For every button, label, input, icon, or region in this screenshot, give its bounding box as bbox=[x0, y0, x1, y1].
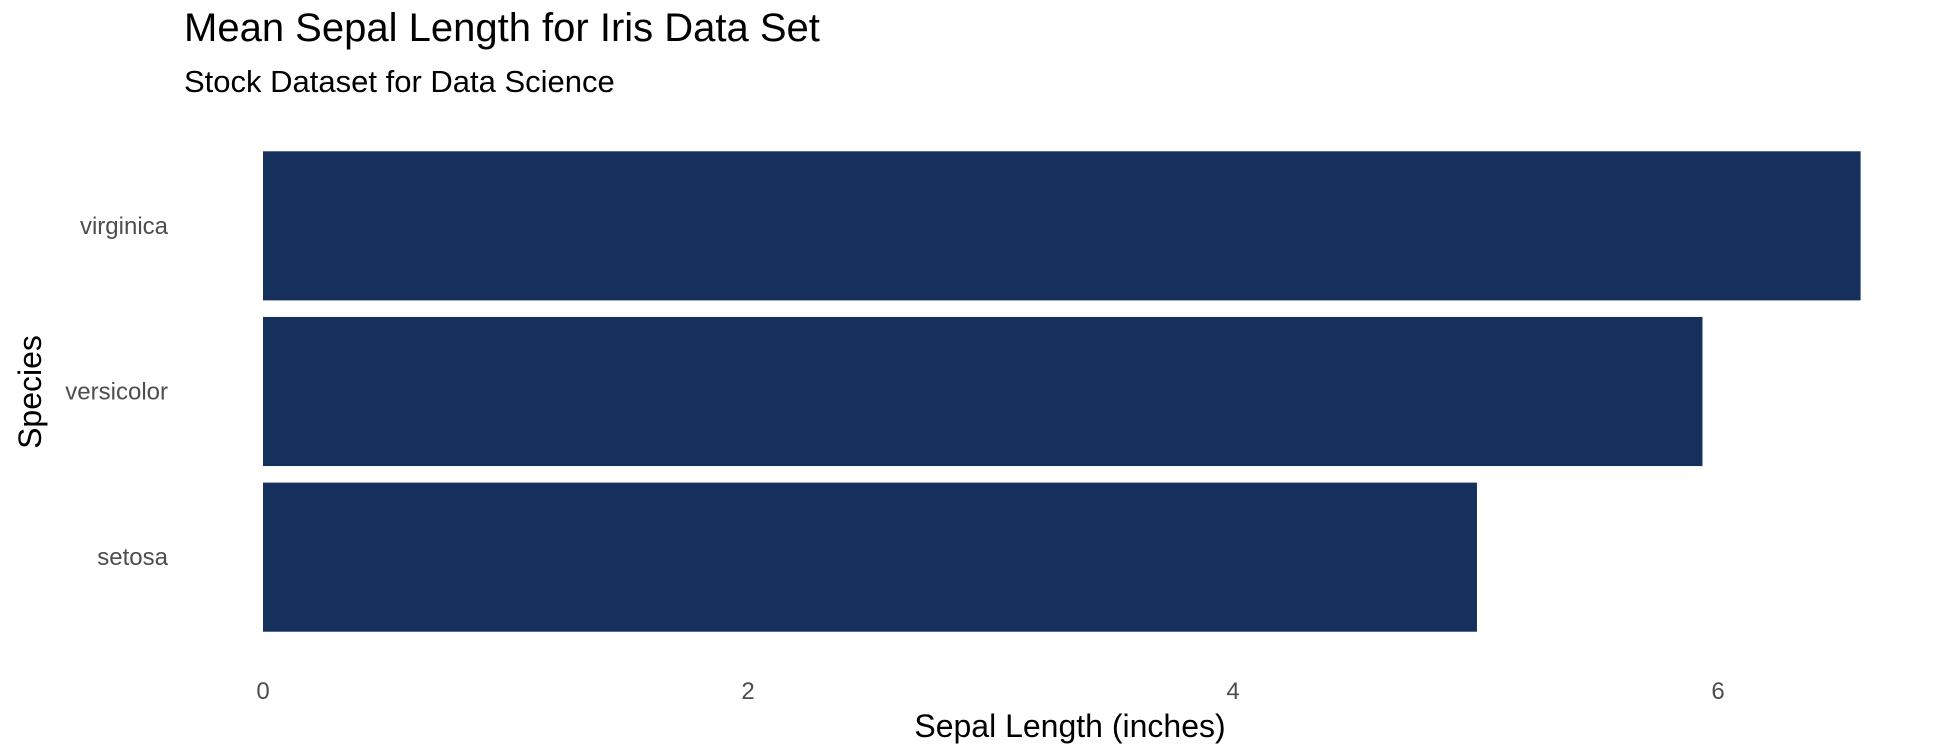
bar-setosa bbox=[263, 482, 1477, 632]
bar-versicolor bbox=[263, 316, 1703, 467]
y-tick-label-virginica: virginica bbox=[80, 213, 169, 240]
chart-title: Mean Sepal Length for Iris Data Set bbox=[184, 6, 820, 50]
bar-virginica bbox=[263, 151, 1861, 301]
y-tick-label-versicolor: versicolor bbox=[65, 379, 168, 406]
chart-subtitle: Stock Dataset for Data Science bbox=[184, 64, 615, 99]
y-tick-label-setosa: setosa bbox=[97, 544, 168, 571]
x-tick-label-4: 4 bbox=[1226, 678, 1239, 705]
x-tick-label-2: 2 bbox=[741, 678, 754, 705]
x-tick-label-0: 0 bbox=[256, 678, 269, 705]
x-tick-labels: 0 2 4 6 bbox=[256, 678, 1724, 705]
y-tick-labels: setosa versicolor virginica bbox=[65, 213, 168, 571]
x-tick-label-6: 6 bbox=[1711, 678, 1724, 705]
bars-group bbox=[263, 151, 1861, 632]
y-axis-title: Species bbox=[12, 335, 48, 449]
x-axis-title: Sepal Length (inches) bbox=[914, 708, 1225, 744]
